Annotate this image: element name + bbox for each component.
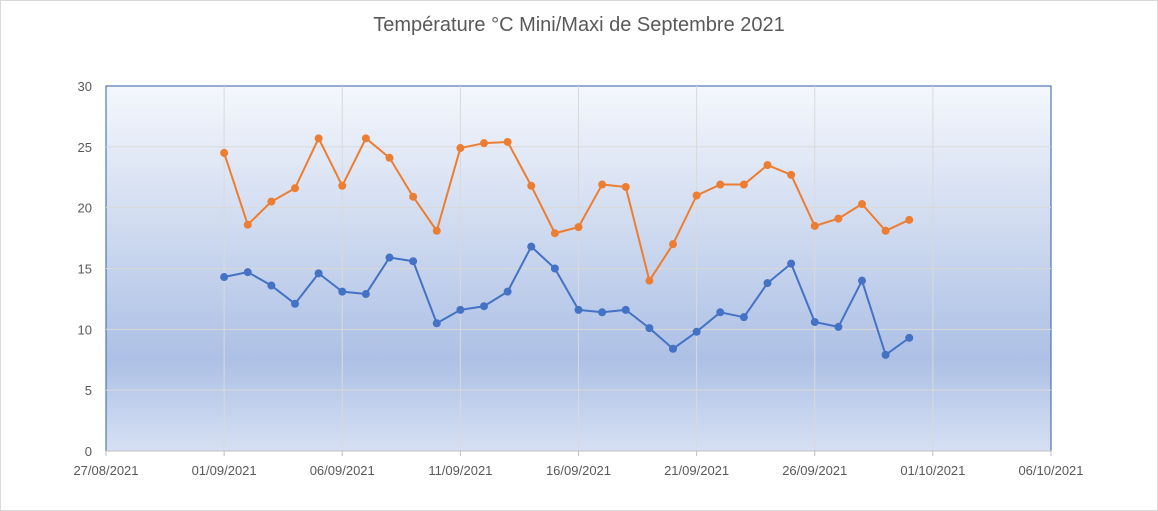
data-point (787, 259, 796, 268)
data-point (787, 170, 796, 179)
y-tick-label: 0 (85, 444, 92, 459)
data-point (574, 305, 583, 314)
data-point (480, 302, 488, 311)
data-point (598, 308, 607, 317)
data-point (503, 287, 512, 296)
x-tick-label: 11/09/2021 (428, 463, 492, 478)
data-point (338, 181, 347, 190)
data-point (550, 264, 559, 273)
data-point (385, 253, 394, 262)
data-point (905, 333, 914, 342)
data-point (574, 223, 583, 232)
data-point (716, 180, 725, 189)
data-point (338, 287, 347, 296)
data-point (267, 281, 276, 290)
x-tick-label: 06/10/2021 (1018, 463, 1083, 478)
data-point (480, 139, 488, 148)
y-tick-label: 30 (78, 79, 92, 94)
data-point (834, 322, 843, 331)
data-point (220, 273, 229, 282)
data-point (763, 279, 772, 288)
data-point (409, 257, 418, 266)
data-point (834, 214, 843, 223)
y-tick-label: 5 (85, 383, 92, 398)
data-point (314, 134, 323, 143)
data-point (550, 229, 559, 238)
x-tick-label: 26/09/2021 (782, 463, 847, 478)
y-tick-label: 15 (78, 262, 92, 277)
data-point (905, 215, 914, 224)
data-point (763, 161, 772, 170)
data-point (267, 197, 276, 206)
data-point (243, 268, 252, 277)
series-line-0 (223, 137, 910, 282)
data-point (739, 313, 748, 322)
x-tick-label: 06/09/2021 (310, 463, 375, 478)
data-point (669, 344, 677, 353)
data-point (432, 226, 441, 235)
data-point (361, 134, 370, 143)
x-tick-label: 01/10/2021 (900, 463, 965, 478)
data-point (645, 276, 654, 285)
data-point (645, 324, 654, 333)
x-tick-label: 21/09/2021 (664, 463, 729, 478)
chart-title: Température °C Mini/Maxi de Septembre 20… (373, 14, 785, 36)
data-point (291, 299, 299, 308)
y-tick-label: 25 (78, 140, 92, 155)
data-point (621, 182, 630, 191)
data-point (692, 327, 701, 336)
data-point (810, 318, 819, 327)
data-point (456, 305, 465, 314)
data-point (220, 148, 229, 157)
data-point (243, 220, 252, 229)
data-point (881, 350, 890, 359)
data-point (314, 269, 323, 278)
data-point (881, 226, 890, 235)
data-point (503, 137, 512, 146)
x-tick-label: 27/08/2021 (73, 463, 138, 478)
data-point (456, 144, 465, 153)
data-point (432, 319, 441, 328)
data-point (669, 240, 677, 249)
data-point (858, 200, 866, 209)
x-tick-label: 01/09/2021 (192, 463, 257, 478)
data-point (385, 153, 394, 162)
series-line-1 (223, 245, 910, 356)
data-point (692, 191, 701, 200)
y-tick-label: 20 (78, 201, 92, 216)
x-tick-label: 16/09/2021 (546, 463, 611, 478)
data-point (810, 221, 819, 230)
data-point (409, 192, 418, 201)
data-point (361, 290, 370, 299)
data-point (716, 308, 725, 317)
data-point (621, 305, 630, 314)
y-tick-label: 10 (78, 322, 92, 337)
data-point (527, 242, 536, 251)
data-point (527, 181, 536, 190)
data-point (739, 180, 748, 189)
data-point (291, 184, 299, 193)
data-point (598, 180, 607, 189)
data-point (858, 276, 866, 285)
